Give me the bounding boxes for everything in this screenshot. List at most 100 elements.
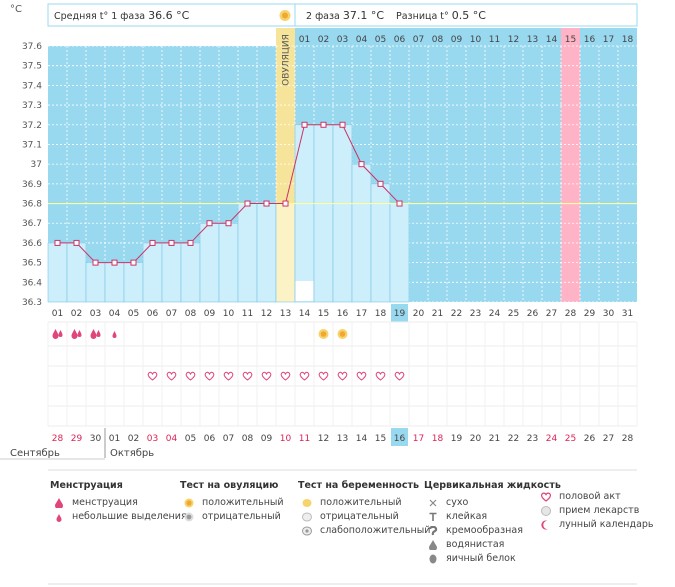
legend-pregnancy-test: Тест на беременность положительный отриц… xyxy=(298,480,430,538)
cycle-day-label: 28 xyxy=(565,309,577,319)
temperature-point xyxy=(168,239,175,246)
calendar-date-label: 23 xyxy=(527,434,538,444)
temperature-point xyxy=(149,239,156,246)
legend-other: половой акт прием лекарств лунный календ… xyxy=(537,490,654,532)
creamy-icon xyxy=(428,526,438,536)
calendar-date-label: 01 xyxy=(109,434,120,444)
sun-icon xyxy=(279,10,291,21)
phase2-day-label: 06 xyxy=(394,35,406,45)
y-tick-label: 37.1 xyxy=(22,140,42,150)
heart-icon xyxy=(166,371,177,381)
heart-icon xyxy=(147,371,158,381)
calendar-date-label: 29 xyxy=(71,434,83,444)
calendar-date-label: 07 xyxy=(223,434,234,444)
y-tick-label: 37.5 xyxy=(22,62,42,72)
drop-icon xyxy=(71,329,78,339)
heart-icon xyxy=(337,371,348,381)
cycle-day-label: 23 xyxy=(470,309,481,319)
cycle-day-label: 13 xyxy=(280,309,291,319)
cross-icon xyxy=(428,498,438,508)
cycle-day-label: 27 xyxy=(546,309,557,319)
cycle-day-label: 31 xyxy=(622,309,633,319)
temperature-point xyxy=(111,259,118,266)
legend-item-creamy: кремообразная xyxy=(424,524,561,538)
phase2-day-label: 07 xyxy=(413,35,424,45)
heart-icon xyxy=(299,371,310,381)
y-unit-label: °С xyxy=(10,4,22,15)
cycle-day-label: 26 xyxy=(527,309,539,319)
calendar-date-label: 11 xyxy=(299,434,310,444)
cycle-day-label: 17 xyxy=(356,309,367,319)
cycle-day-label: 11 xyxy=(242,309,253,319)
gray-circle-icon xyxy=(184,512,194,522)
drop-icon xyxy=(90,329,97,339)
temperature-bar xyxy=(66,242,87,303)
legend-label: положительный xyxy=(202,497,284,508)
calendar-date-label: 10 xyxy=(280,434,292,444)
temperature-bar xyxy=(370,183,391,303)
phase2-day-label: 03 xyxy=(337,35,348,45)
sun-icon xyxy=(184,498,194,508)
temperature-bar xyxy=(85,262,106,303)
temperature-point xyxy=(339,121,346,128)
temperature-point xyxy=(396,200,403,207)
legend-item-medication: прием лекарств xyxy=(537,504,654,518)
heart-icon xyxy=(375,371,386,381)
heart-icon xyxy=(204,371,215,381)
egg-white-icon xyxy=(428,554,438,564)
phase1-label: Средняя t° 1 фаза 36.6 °C xyxy=(54,9,190,22)
heart-icon xyxy=(185,371,196,381)
y-tick-label: 37.2 xyxy=(22,121,42,131)
cycle-day-label: 25 xyxy=(508,309,519,319)
pink-column xyxy=(561,28,580,302)
temperature-point xyxy=(206,220,213,227)
legend-item-egg-white: яичный белок xyxy=(424,552,561,566)
temperature-point xyxy=(282,200,289,207)
phase2-day-label: 13 xyxy=(527,35,538,45)
calendar-date-label: 05 xyxy=(185,434,196,444)
small-drop-icon xyxy=(54,512,64,522)
phase2-day-label: 01 xyxy=(299,35,310,45)
calendar-date-label: 12 xyxy=(318,434,329,444)
small-drop-icon xyxy=(112,331,117,338)
temperature-bar xyxy=(47,242,68,303)
temperature-bar xyxy=(313,124,334,303)
y-tick-label: 36.3 xyxy=(22,298,42,308)
legend-label: яичный белок xyxy=(446,553,516,564)
cycle-day-label: 16 xyxy=(337,309,349,319)
calendar-date-label: 24 xyxy=(546,434,558,444)
phase2-day-label: 02 xyxy=(318,35,329,45)
legend-label: слабоположительный xyxy=(320,525,431,536)
t-icon xyxy=(428,512,438,522)
sun-icon-core xyxy=(339,331,346,337)
heart-icon xyxy=(356,371,367,381)
temperature-bar xyxy=(104,262,125,303)
cycle-day-label: 21 xyxy=(432,309,443,319)
calendar-date-label: 20 xyxy=(470,434,482,444)
calendar-date-label: 09 xyxy=(261,434,273,444)
temperature-point xyxy=(130,259,137,266)
legend-label: положительный xyxy=(320,497,402,508)
y-tick-label: 37.3 xyxy=(22,101,42,111)
sun-icon-inner xyxy=(282,12,288,19)
y-tick-label: 36.8 xyxy=(22,200,42,210)
sun-icon-core xyxy=(320,331,327,337)
temperature-point xyxy=(92,259,99,266)
calendar-date-label: 13 xyxy=(337,434,348,444)
legend-item-sticky: клейкая xyxy=(424,510,561,524)
diff-label: Разница t° 0.5 °C xyxy=(396,9,486,22)
legend-cervical: Цервикальная жидкость сухо клейкая кремо… xyxy=(424,480,561,566)
drop-icon xyxy=(77,330,82,337)
cycle-day-label: 24 xyxy=(489,309,501,319)
legend-item-sex: половой акт xyxy=(537,490,654,504)
cycle-day-label: 08 xyxy=(185,309,197,319)
moon-icon xyxy=(541,520,551,530)
y-tick-label: 37 xyxy=(31,160,42,170)
heart-icon xyxy=(318,371,329,381)
egg-dotted-icon xyxy=(302,526,312,536)
cycle-day-label: 02 xyxy=(71,309,82,319)
month-label-october: Октябрь xyxy=(110,448,154,459)
temperature-bar xyxy=(142,242,163,303)
temperature-point xyxy=(301,121,308,128)
temperature-bar xyxy=(123,262,144,303)
